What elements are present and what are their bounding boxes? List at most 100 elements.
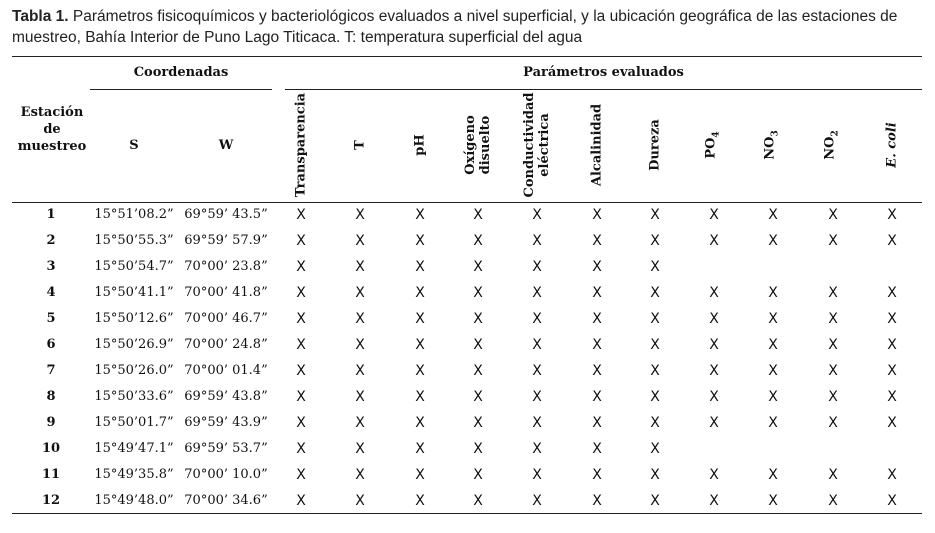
evaluated-mark: X xyxy=(592,363,602,379)
evaluated-mark: X xyxy=(592,259,602,275)
evaluated-mark: X xyxy=(296,259,306,275)
evaluated-mark: X xyxy=(296,285,306,301)
coordinates-rule xyxy=(90,89,272,90)
longitude-w: 70°00’ 01.4” xyxy=(184,363,268,378)
evaluated-mark: X xyxy=(887,233,897,249)
evaluated-mark: X xyxy=(473,415,483,431)
param-header-10: E. coli xyxy=(885,122,900,167)
evaluated-mark: X xyxy=(768,207,778,223)
evaluated-mark: X xyxy=(415,311,425,327)
evaluated-mark: X xyxy=(709,233,719,249)
evaluated-mark: X xyxy=(296,467,306,483)
station-header-line1: Estación xyxy=(20,105,84,120)
evaluated-mark: X xyxy=(887,415,897,431)
station-header-line3: muestreo xyxy=(17,139,87,154)
evaluated-mark: X xyxy=(768,467,778,483)
station-number: 9 xyxy=(46,415,56,430)
param-header-1: T xyxy=(353,140,368,150)
evaluated-mark: X xyxy=(768,285,778,301)
latitude-s: 15°50’55.3” xyxy=(94,233,174,248)
param-header-2: pH xyxy=(413,134,428,155)
evaluated-mark: X xyxy=(650,415,660,431)
evaluated-mark: X xyxy=(650,467,660,483)
evaluated-mark: X xyxy=(532,493,542,509)
evaluated-mark: X xyxy=(650,311,660,327)
evaluated-mark: X xyxy=(768,415,778,431)
coordinates-header: Coordenadas xyxy=(133,65,229,80)
evaluated-mark: X xyxy=(532,337,542,353)
evaluated-mark: X xyxy=(768,233,778,249)
parameters-rule xyxy=(285,89,922,90)
evaluated-mark: X xyxy=(650,233,660,249)
evaluated-mark: X xyxy=(592,441,602,457)
evaluated-mark: X xyxy=(296,389,306,405)
longitude-w: 70°00’ 10.0” xyxy=(184,467,268,482)
evaluated-mark: X xyxy=(355,285,365,301)
evaluated-mark: X xyxy=(828,311,838,327)
evaluated-mark: X xyxy=(473,467,483,483)
evaluated-mark: X xyxy=(473,389,483,405)
longitude-w: 69°59’ 57.9” xyxy=(184,233,268,248)
evaluated-mark: X xyxy=(355,493,365,509)
evaluated-mark: X xyxy=(296,337,306,353)
evaluated-mark: X xyxy=(650,493,660,509)
evaluated-mark: X xyxy=(296,207,306,223)
station-header: Estación de muestreo xyxy=(12,104,92,155)
station-number: 11 xyxy=(41,467,61,482)
param-header-label-line2: eléctrica xyxy=(537,113,552,177)
evaluated-mark: X xyxy=(415,233,425,249)
evaluated-mark: X xyxy=(887,493,897,509)
evaluated-mark: X xyxy=(415,441,425,457)
longitude-w: 69°59’ 53.7” xyxy=(184,441,268,456)
param-header-label: Alcalinidad xyxy=(589,103,605,187)
evaluated-mark: X xyxy=(415,389,425,405)
evaluated-mark: X xyxy=(709,467,719,483)
param-header-9: NO2 xyxy=(823,130,844,159)
param-header-label: PO xyxy=(703,137,719,159)
station-number: 4 xyxy=(46,285,56,300)
evaluated-mark: X xyxy=(355,207,365,223)
evaluated-mark: X xyxy=(709,285,719,301)
evaluated-mark: X xyxy=(828,233,838,249)
longitude-w: 70°00’ 46.7” xyxy=(184,311,268,326)
s-column-header: S xyxy=(129,138,139,153)
evaluated-mark: X xyxy=(592,415,602,431)
param-header-label: Transparencia xyxy=(293,92,309,198)
evaluated-mark: X xyxy=(415,493,425,509)
longitude-w: 70°00’ 34.6” xyxy=(184,493,268,508)
evaluated-mark: X xyxy=(650,259,660,275)
latitude-s: 15°50’41.1” xyxy=(94,285,174,300)
evaluated-mark: X xyxy=(415,415,425,431)
evaluated-mark: X xyxy=(355,467,365,483)
evaluated-mark: X xyxy=(709,207,719,223)
evaluated-mark: X xyxy=(709,337,719,353)
param-header-label: Oxígeno xyxy=(463,115,478,175)
station-number: 7 xyxy=(46,363,56,378)
evaluated-mark: X xyxy=(709,363,719,379)
evaluated-mark: X xyxy=(768,363,778,379)
param-header-6: Dureza xyxy=(648,119,663,171)
longitude-w: 70°00’ 24.8” xyxy=(184,337,268,352)
evaluated-mark: X xyxy=(592,311,602,327)
longitude-w: 69°59’ 43.5” xyxy=(184,207,268,222)
evaluated-mark: X xyxy=(532,285,542,301)
evaluated-mark: X xyxy=(887,285,897,301)
evaluated-mark: X xyxy=(473,311,483,327)
station-number: 5 xyxy=(46,311,56,326)
evaluated-mark: X xyxy=(355,415,365,431)
evaluated-mark: X xyxy=(473,441,483,457)
evaluated-mark: X xyxy=(532,467,542,483)
evaluated-mark: X xyxy=(709,493,719,509)
evaluated-mark: X xyxy=(828,493,838,509)
evaluated-mark: X xyxy=(415,363,425,379)
latitude-s: 15°50’33.6” xyxy=(94,389,174,404)
evaluated-mark: X xyxy=(473,363,483,379)
evaluated-mark: X xyxy=(473,259,483,275)
longitude-w: 70°00’ 23.8” xyxy=(184,259,268,274)
param-header-5: Alcalinidad xyxy=(590,104,605,186)
evaluated-mark: X xyxy=(355,441,365,457)
param-header-label-line2: disuelto xyxy=(478,115,493,175)
evaluated-mark: X xyxy=(592,207,602,223)
evaluated-mark: X xyxy=(650,363,660,379)
evaluated-mark: X xyxy=(592,467,602,483)
